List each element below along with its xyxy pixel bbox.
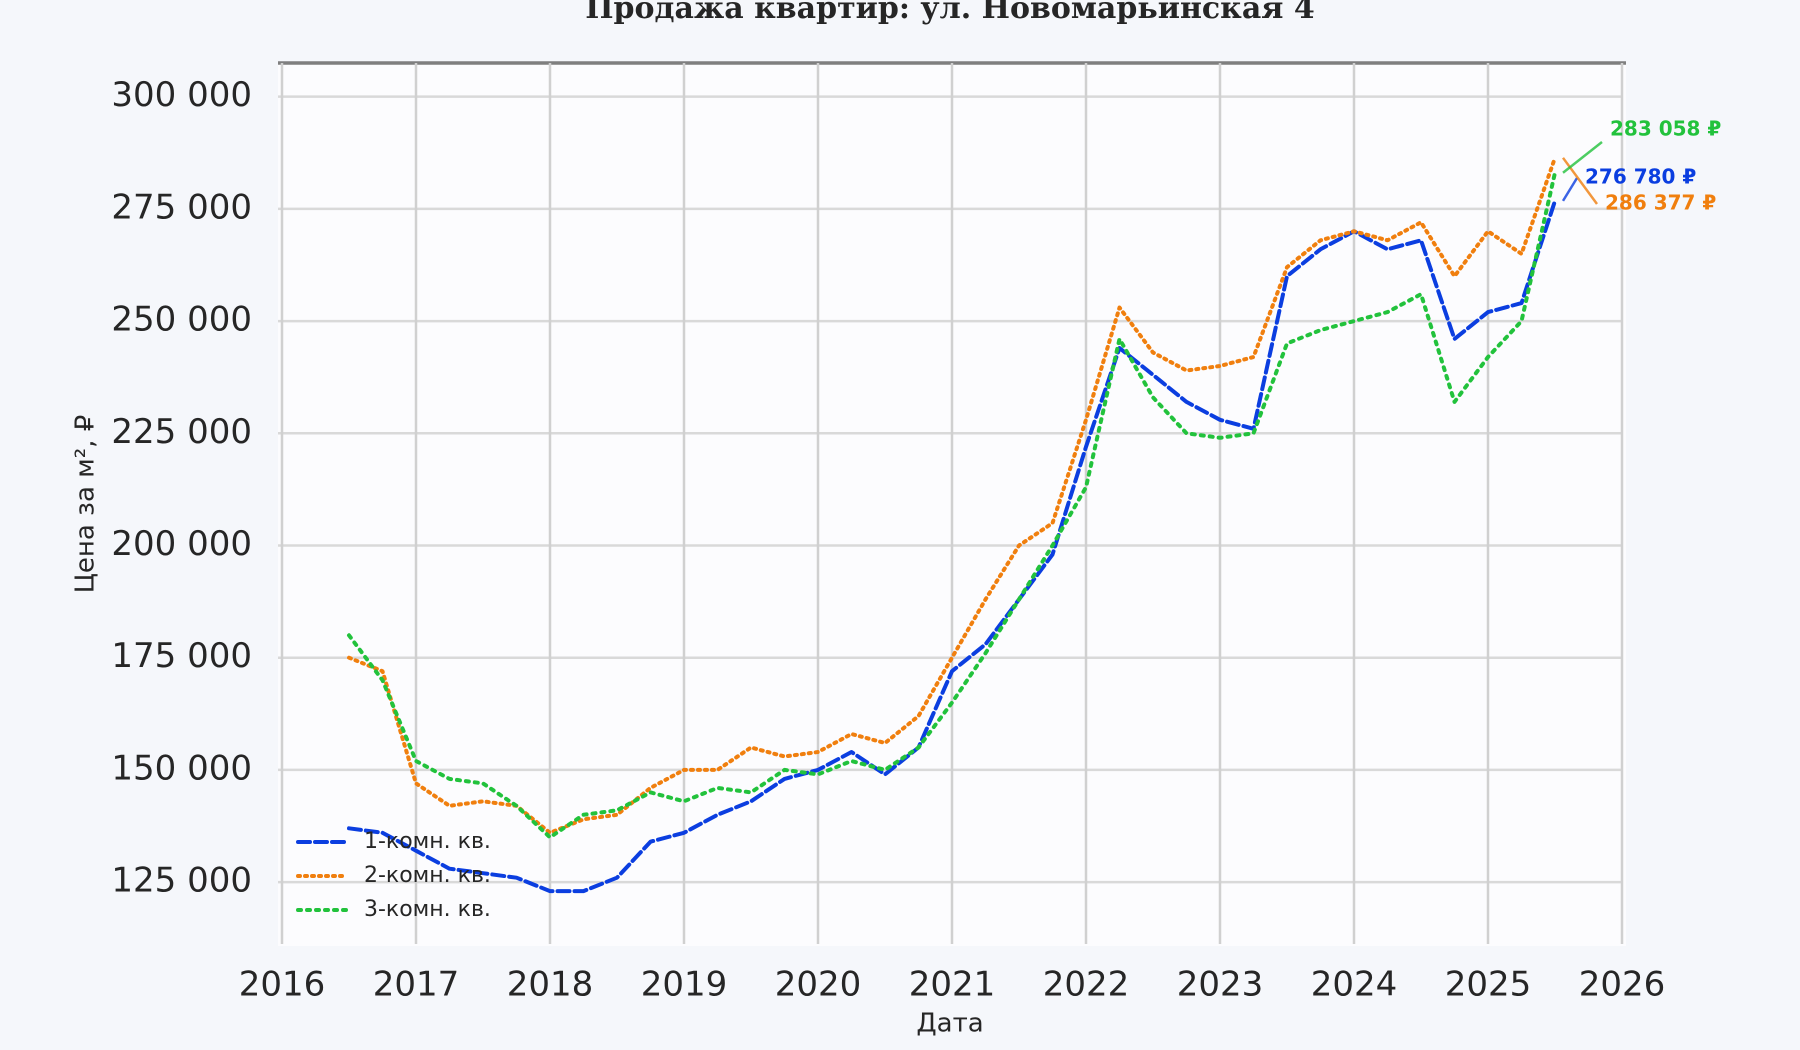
x-tick-label: 2023	[1177, 965, 1264, 1005]
y-tick-label: 225 000	[111, 412, 252, 452]
legend-label: 1-комн. кв.	[364, 829, 491, 854]
y-tick-label: 125 000	[111, 861, 252, 901]
y-tick-label: 275 000	[111, 187, 252, 227]
y-tick-label: 150 000	[111, 748, 252, 788]
value-label: 286 377 ₽	[1605, 191, 1716, 215]
value-label: 283 058 ₽	[1610, 117, 1721, 141]
x-tick-label: 2019	[641, 965, 728, 1005]
x-tick-label: 2021	[909, 965, 996, 1005]
x-tick-label: 2022	[1043, 965, 1130, 1005]
annotation-arrow	[1561, 177, 1579, 202]
x-tick-label: 2017	[373, 965, 460, 1005]
x-tick-label: 2024	[1311, 965, 1398, 1005]
data-line	[347, 155, 1557, 835]
y-tick-label: 300 000	[111, 75, 252, 115]
value-label: 276 780 ₽	[1585, 165, 1696, 189]
x-axis-label: Дата	[916, 1009, 983, 1039]
legend-label: 2-комн. кв.	[364, 863, 491, 888]
x-tick-label: 2016	[239, 965, 326, 1005]
x-tick-label: 2020	[775, 965, 862, 1005]
x-tick-label: 2026	[1579, 965, 1666, 1005]
x-tick-label: 2025	[1445, 965, 1532, 1005]
chart-title: Продажа квартир: ул. Новомарьинская 4	[585, 0, 1315, 26]
y-axis-label: Цена за м², ₽	[71, 415, 101, 594]
annotation-arrow	[1562, 141, 1603, 174]
annotation-arrow	[1561, 157, 1599, 205]
y-tick-label: 250 000	[111, 300, 252, 340]
y-tick-label: 175 000	[111, 636, 252, 676]
y-tick-label: 200 000	[111, 524, 252, 564]
legend-label: 3-комн. кв.	[364, 897, 491, 922]
data-line	[347, 170, 1557, 840]
x-tick-label: 2018	[507, 965, 594, 1005]
